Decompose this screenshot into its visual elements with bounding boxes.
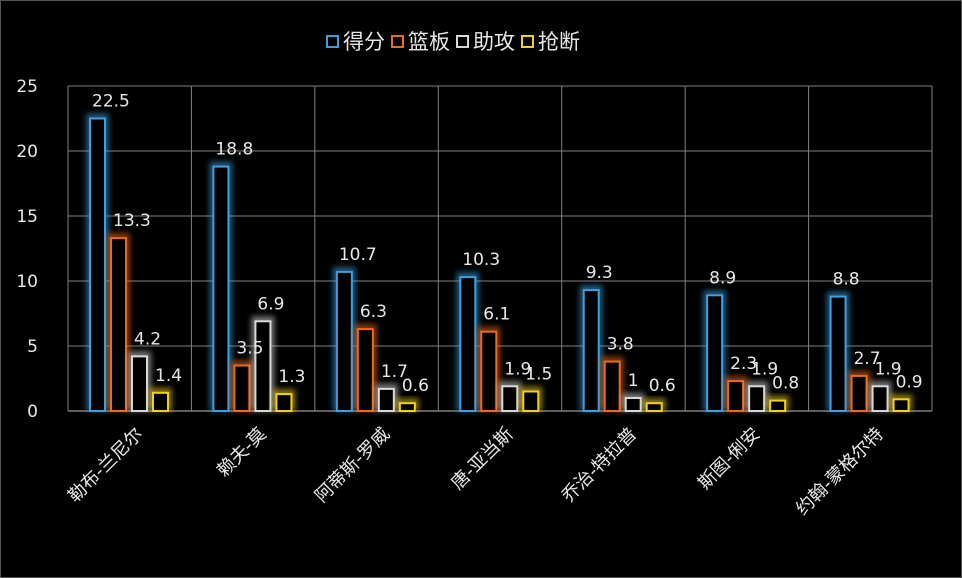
bar: [110, 237, 127, 412]
y-tick-label: 10: [16, 272, 38, 292]
legend-label: 助攻: [473, 30, 515, 54]
data-label: 0.6: [649, 376, 676, 396]
legend-swatch: [456, 34, 469, 48]
bar: [131, 355, 148, 412]
data-label: 1.7: [381, 362, 408, 382]
legend-label: 篮板: [408, 30, 450, 54]
bar: [624, 397, 642, 412]
data-label: 1.9: [875, 359, 902, 379]
bar: [582, 289, 600, 413]
legend-label: 得分: [343, 30, 385, 54]
bar: [275, 393, 293, 413]
legend-item: 篮板: [391, 26, 450, 56]
legend-swatch: [521, 34, 534, 48]
x-category-label: 唐-亚当斯: [447, 424, 517, 494]
data-label: 10.3: [462, 250, 500, 270]
bar: [892, 398, 910, 412]
data-label: 2.3: [730, 354, 757, 374]
bar: [459, 276, 477, 412]
data-label: 4.2: [134, 329, 161, 349]
bar: [727, 380, 745, 413]
bar: [254, 320, 272, 412]
data-label: 6.1: [483, 305, 510, 325]
data-label: 8.8: [833, 270, 860, 290]
bar: [748, 385, 766, 412]
bar: [603, 360, 621, 413]
bar: [829, 295, 847, 413]
bar: [522, 390, 540, 412]
legend-swatch: [326, 34, 339, 48]
y-tick-label: 5: [27, 337, 38, 357]
bar: [645, 402, 663, 413]
data-label: 1.3: [278, 367, 305, 387]
data-label: 18.8: [215, 140, 253, 160]
legend-item: 助攻: [456, 26, 515, 56]
data-label: 10.7: [339, 245, 377, 265]
data-label: 22.5: [92, 92, 130, 112]
bar: [706, 294, 724, 412]
y-tick-label: 25: [16, 77, 38, 97]
legend-label: 抢断: [538, 30, 580, 54]
bar: [769, 399, 787, 413]
data-label: 1.9: [504, 359, 531, 379]
data-label: 3.5: [236, 339, 263, 359]
bar: [335, 270, 353, 412]
chart-legend: 得分 篮板 助攻 抢断: [326, 27, 580, 55]
legend-item: 抢断: [521, 26, 580, 56]
x-category-label: 阿蒂斯-罗威: [311, 424, 394, 507]
data-label: 6.3: [360, 302, 387, 322]
bar: [501, 385, 519, 412]
x-category-label: 乔治-特拉普: [558, 424, 641, 507]
data-label: 9.3: [586, 263, 613, 283]
bar: [871, 385, 889, 412]
data-label: 1.9: [751, 359, 778, 379]
y-tick-label: 0: [27, 402, 38, 422]
data-label: 2.7: [854, 349, 881, 369]
bar: [356, 328, 374, 413]
legend-item: 得分: [326, 26, 385, 56]
data-label: 0.9: [896, 372, 923, 392]
bar: [212, 165, 230, 412]
x-category-label: 勒布-兰尼尔: [64, 424, 147, 507]
x-category-label: 斯图-俐安: [694, 424, 764, 494]
data-label: 1.5: [525, 365, 552, 385]
data-label: 0.8: [772, 374, 799, 394]
x-category-label: 赖夫-莫: [213, 424, 271, 482]
data-label: 0.6: [402, 376, 429, 396]
y-tick-label: 20: [16, 142, 38, 162]
bar: [152, 391, 169, 412]
x-category-label: 约翰-蒙格尔特: [792, 424, 888, 520]
y-tick-label: 15: [16, 207, 38, 227]
data-label: 1.4: [155, 366, 182, 386]
data-label: 1: [628, 371, 639, 391]
data-label: 6.9: [257, 294, 284, 314]
bar: [377, 387, 395, 412]
data-label: 13.3: [113, 211, 151, 231]
legend-swatch: [391, 34, 404, 48]
bar: [398, 402, 416, 413]
bar: [850, 374, 868, 412]
data-label: 8.9: [709, 268, 736, 288]
bar: [233, 364, 251, 412]
bar: [480, 330, 498, 413]
bar: [89, 117, 106, 412]
data-label: 3.8: [607, 335, 634, 355]
